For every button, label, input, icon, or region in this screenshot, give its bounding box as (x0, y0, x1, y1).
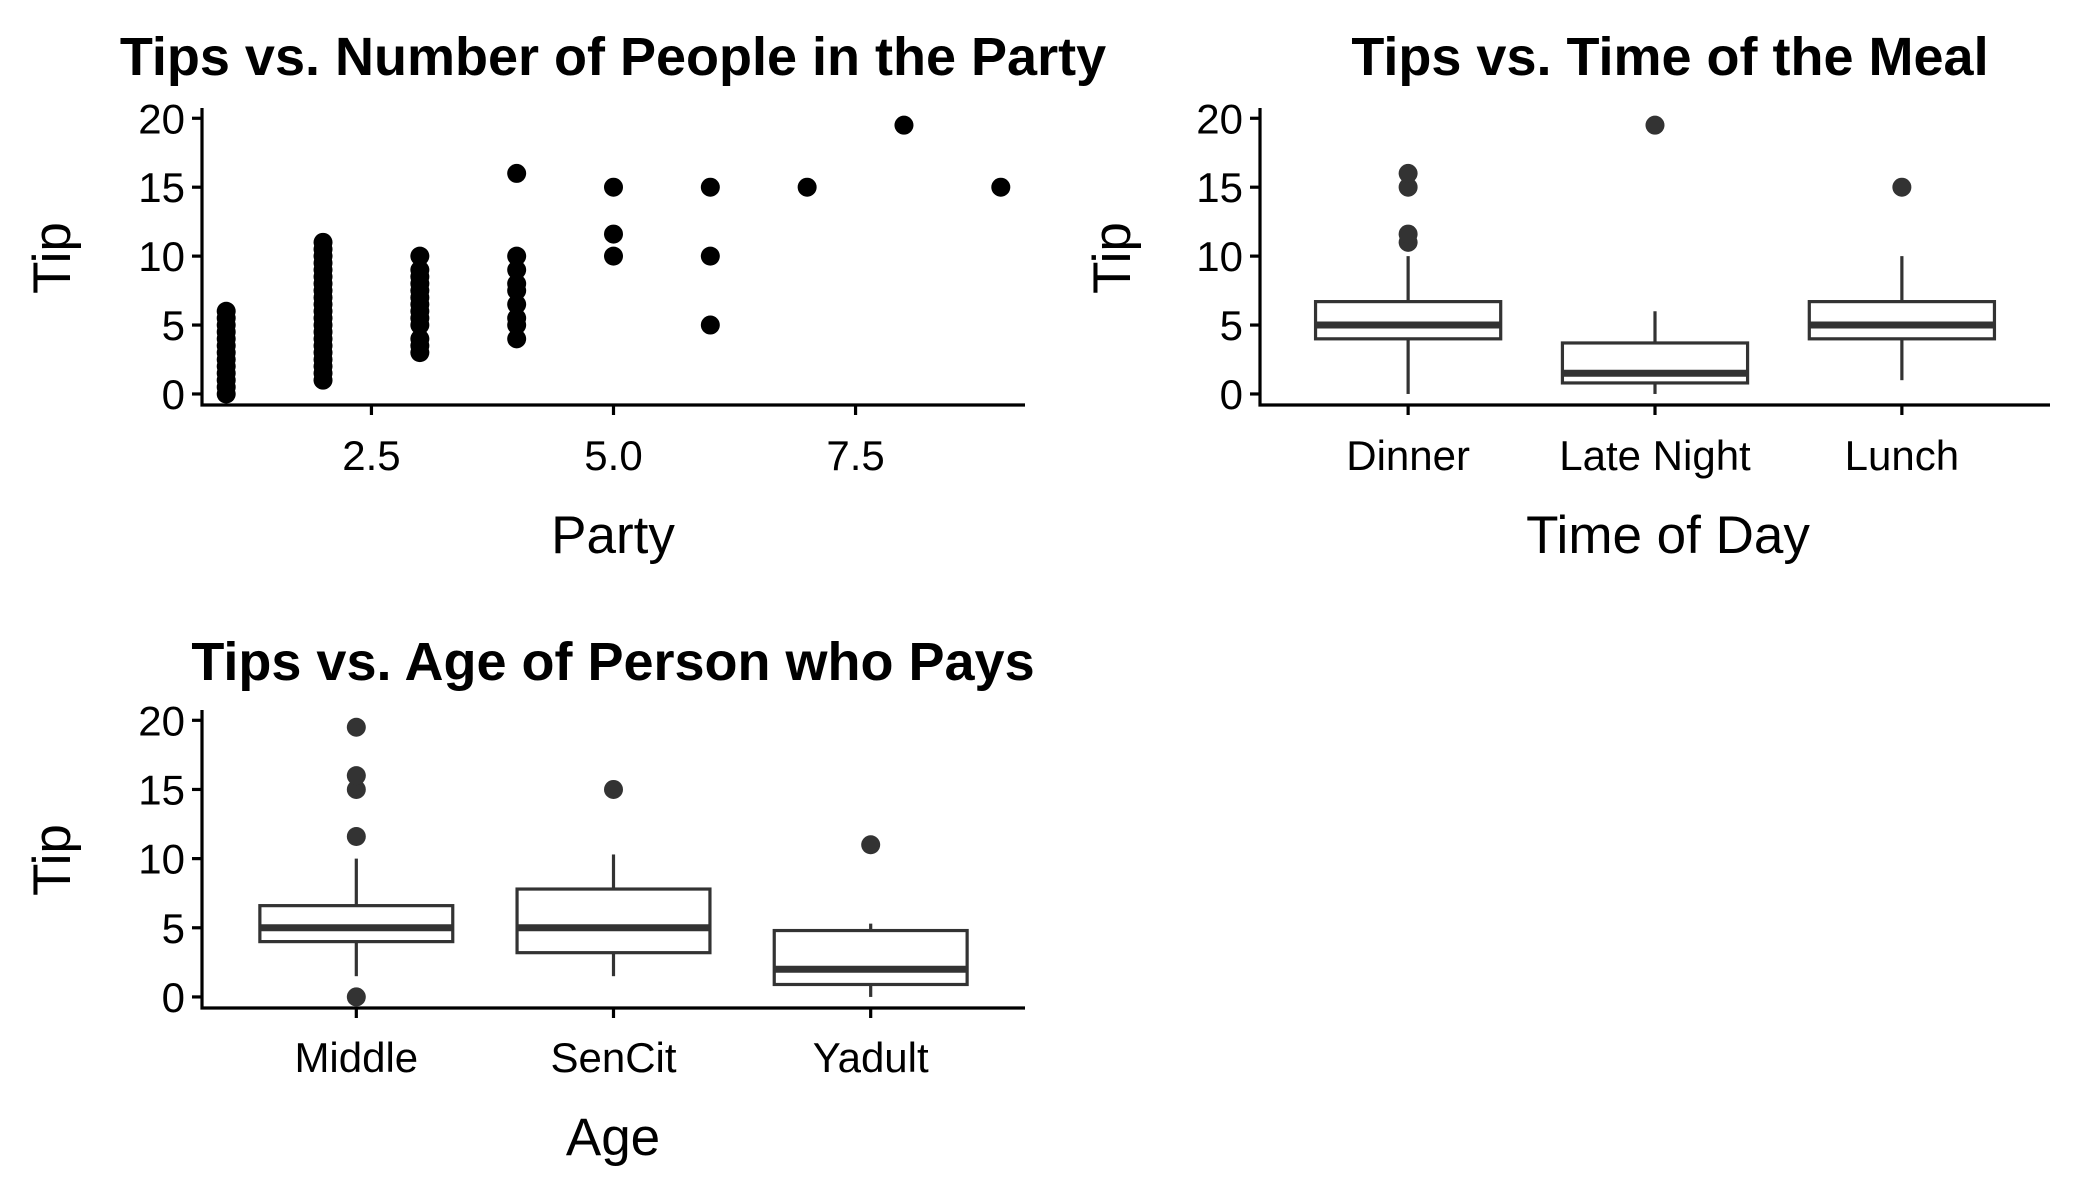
box-body (1313, 300, 1503, 341)
outlier-point (1892, 177, 1912, 197)
data-point (507, 329, 527, 349)
chart-title: Tips vs. Age of Person who Pays (191, 632, 1034, 692)
y-tick-label: 5 (1220, 302, 1243, 349)
outlier-point (1645, 115, 1665, 135)
data-point (507, 260, 527, 280)
data-point (700, 246, 720, 266)
y-axis-label: Tip (1083, 222, 1142, 294)
box-late-night (1560, 115, 1750, 394)
box-yadult (772, 835, 969, 997)
data-point (507, 294, 527, 314)
x-tick-label: Lunch (1845, 432, 1959, 479)
x-tick-label: Dinner (1346, 432, 1470, 479)
data-point (507, 163, 527, 183)
chart-title: Tips vs. Time of the Meal (1351, 27, 1988, 87)
y-tick-label: 10 (138, 836, 185, 883)
data-point (410, 260, 430, 280)
y-tick-label: 20 (1196, 95, 1243, 142)
x-axis-label: Age (566, 1108, 660, 1167)
outlier-point (346, 826, 366, 846)
data-point (604, 224, 623, 244)
data-point (991, 177, 1011, 197)
y-tick-label: 5 (162, 302, 185, 349)
x-tick-label: 5.0 (584, 432, 642, 479)
y-tick-label: 15 (138, 766, 185, 813)
panel-2: Tips vs. Time of the Meal 0 5 10 15 20 Dinner L… (1083, 27, 2050, 565)
x-axis-label: Party (551, 506, 675, 565)
box-lunch (1807, 177, 1997, 381)
outlier-point (1398, 224, 1418, 244)
box-body (258, 904, 455, 944)
y-tick-label: 5 (162, 905, 185, 952)
data-point (894, 115, 914, 135)
y-axis-label: Tip (23, 824, 82, 896)
data-point (410, 246, 430, 266)
data-point (216, 301, 236, 321)
outlier-point (346, 779, 366, 799)
data-point (700, 315, 720, 335)
x-tick-label: Yadult (813, 1034, 929, 1081)
x-tick-label: Middle (294, 1034, 418, 1081)
axis-lines (1258, 108, 2050, 407)
outlier-point (346, 987, 366, 1007)
axis-lines (200, 108, 1025, 407)
y-axis-label: Tip (23, 222, 82, 294)
y-tick-label: 15 (1196, 164, 1243, 211)
outlier-point (861, 835, 881, 855)
y-tick-label: 0 (162, 974, 185, 1021)
axis-lines (200, 710, 1025, 1010)
scatter-points (216, 115, 1011, 404)
x-tick-label: Late Night (1559, 432, 1751, 479)
y-tick-label: 10 (1196, 233, 1243, 280)
panel-3: Tips vs. Age of Person who Pays 0 5 10 15 20 M… (23, 632, 1035, 1167)
x-tick-label: 2.5 (342, 432, 400, 479)
box-middle (258, 717, 455, 1007)
y-tick-label: 0 (162, 371, 185, 418)
data-point (507, 246, 527, 266)
x-tick-label: 7.5 (826, 432, 884, 479)
outlier-point (346, 717, 366, 737)
outlier-point (346, 766, 366, 786)
data-point (410, 329, 430, 349)
y-tick-label: 20 (138, 95, 185, 142)
x-tick-label: SenCit (550, 1034, 676, 1081)
data-point (313, 232, 333, 252)
data-point (507, 274, 527, 294)
data-point (700, 177, 720, 197)
panel-1: Tips vs. Number of People in the Party 0 5… (23, 27, 1106, 565)
box-body (772, 928, 969, 987)
y-tick-label: 15 (138, 164, 185, 211)
box-body (515, 887, 712, 955)
y-tick-label: 0 (1220, 371, 1243, 418)
outlier-point (1398, 163, 1418, 183)
chart-title: Tips vs. Number of People in the Party (120, 27, 1106, 87)
data-point (604, 177, 623, 197)
data-point (797, 177, 817, 197)
x-axis-label: Time of Day (1526, 506, 1810, 565)
outlier-point (1398, 177, 1418, 197)
box-body (1560, 341, 1750, 385)
box-sencit (515, 779, 712, 977)
data-point (604, 246, 623, 266)
box-dinner (1313, 163, 1503, 394)
outlier-point (604, 779, 623, 799)
box-body (1807, 300, 1997, 341)
y-tick-label: 10 (138, 233, 185, 280)
y-tick-label: 20 (138, 697, 185, 744)
data-point (507, 308, 527, 328)
